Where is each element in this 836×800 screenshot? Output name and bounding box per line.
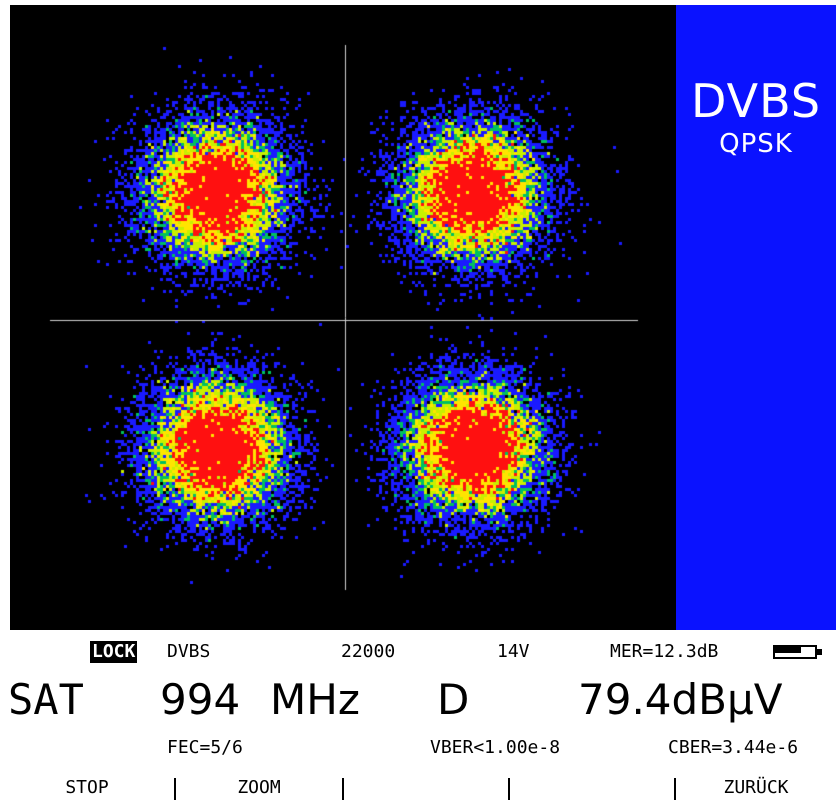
softkey-3[interactable]: [344, 776, 508, 800]
mode-side-panel: DVBS QPSK: [676, 5, 836, 630]
vber-readout: VBER<1.00e-8: [430, 737, 561, 758]
battery-body: [773, 645, 817, 659]
signal-level: 79.4dBμV: [578, 675, 783, 724]
standard-label: DVBS: [167, 641, 211, 662]
constellation-scatter: [10, 5, 676, 630]
softkey-4[interactable]: [510, 776, 674, 800]
softkey-divider: [674, 778, 676, 800]
cber-readout: CBER=3.44e-6: [668, 737, 799, 758]
fec-readout: FEC=5/6: [167, 737, 243, 758]
frequency-unit: MHz: [270, 675, 360, 724]
softkey-bar: STOP ZOOM ZURÜCK: [0, 776, 836, 800]
modulation-label: QPSK: [719, 129, 793, 159]
constellation-plot: [10, 5, 676, 630]
lnb-voltage: 14V: [497, 641, 530, 662]
battery-icon: [773, 645, 825, 659]
softkey-divider: [342, 778, 344, 800]
d-indicator: D: [437, 675, 470, 724]
frequency-value: 994: [160, 675, 241, 724]
softkey-stop[interactable]: STOP: [65, 777, 109, 798]
softkey-divider: [508, 778, 510, 800]
lock-indicator: LOCK: [90, 641, 138, 663]
softkey-divider: [174, 778, 176, 800]
band-label: SAT: [8, 675, 84, 724]
constellation-screen: DVBS QPSK: [10, 5, 836, 630]
battery-fill: [775, 647, 801, 653]
battery-tip: [817, 649, 822, 655]
softkey-back[interactable]: ZURÜCK: [723, 777, 789, 798]
mer-readout: MER=12.3dB: [610, 641, 719, 662]
symbol-rate: 22000: [341, 641, 396, 662]
softkey-zoom[interactable]: ZOOM: [237, 777, 281, 798]
mode-title: DVBS: [690, 74, 822, 128]
